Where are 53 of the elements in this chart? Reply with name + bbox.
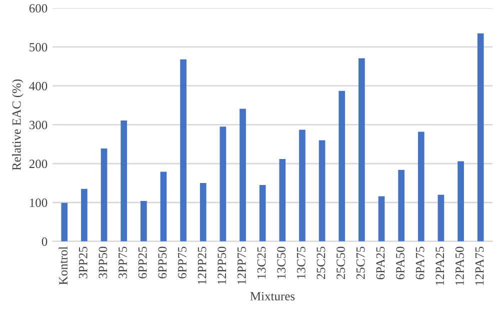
x-tick-label: Kontrol (58, 246, 68, 285)
bar (477, 33, 484, 242)
x-tick-label: 13C25 (257, 246, 266, 278)
x-tick-label: 3PP75 (118, 246, 127, 278)
x-tick-label: 3PP25 (78, 246, 88, 278)
y-tick-label: 600 (29, 4, 48, 13)
bar (120, 120, 128, 242)
y-tick-label: 400 (29, 82, 48, 90)
x-tick-label: 12PA25 (436, 246, 444, 285)
bar (100, 148, 108, 242)
x-tick-label: 12PA50 (455, 246, 464, 285)
y-tick-label: 100 (30, 198, 48, 207)
bar (299, 130, 306, 242)
bar (458, 161, 464, 242)
x-tick-label: 12PP75 (238, 246, 246, 284)
x-tick-label: 12PP25 (198, 246, 206, 284)
y-tick-label: 500 (30, 43, 48, 52)
x-tick-label: 13C50 (277, 246, 286, 278)
bar (81, 188, 88, 242)
bar (358, 58, 365, 242)
bar (240, 108, 246, 242)
x-tick-label: 25C50 (336, 246, 345, 280)
bar (259, 185, 266, 242)
bar (200, 183, 206, 242)
x-tick-label: 6PP25 (138, 246, 147, 278)
bar (140, 200, 147, 242)
y-tick-label: 300 (29, 120, 48, 130)
bar (220, 126, 226, 242)
x-tick-label: 25C75 (356, 246, 365, 280)
x-tick-label: 6PA75 (416, 246, 424, 280)
bar (61, 202, 68, 242)
bar (438, 194, 444, 242)
y-axis-title: Relative EAC (%) (12, 79, 24, 170)
bar (180, 59, 186, 242)
x-tick-label: 6PP75 (178, 246, 186, 278)
x-tick-label: 12PP50 (218, 246, 226, 284)
y-tick-label: 200 (29, 160, 48, 168)
x-tick-label: 12PA75 (475, 246, 484, 285)
bar (160, 172, 167, 242)
bar (338, 90, 346, 242)
x-axis-title: Mixtures (250, 292, 295, 300)
x-tick-label: 13C75 (296, 246, 306, 278)
bar (318, 140, 326, 242)
bar (398, 170, 404, 242)
x-tick-label: 6PP50 (158, 246, 167, 278)
bar (378, 196, 385, 242)
bar (418, 132, 424, 242)
x-tick-label: 25C25 (316, 246, 326, 280)
y-tick-label: 0 (42, 237, 48, 246)
x-tick-label: 3PP50 (98, 246, 108, 278)
bar (279, 158, 286, 242)
x-tick-label: 6PA25 (376, 246, 385, 280)
x-tick-label: 6PA50 (396, 246, 404, 280)
